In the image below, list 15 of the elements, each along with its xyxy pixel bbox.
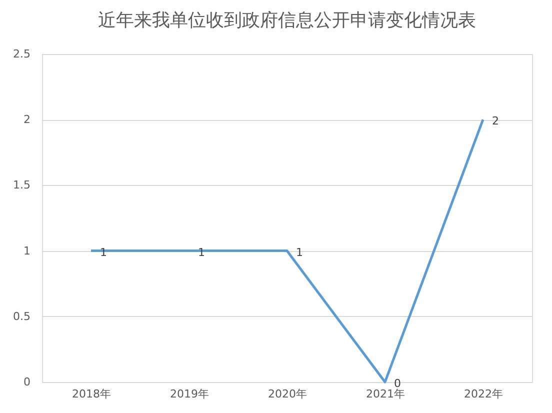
x-tick-label: 2022年	[464, 388, 503, 400]
data-label: 1	[296, 246, 303, 259]
chart-title: 近年来我单位收到政府信息公开申请变化情况表	[98, 10, 476, 31]
y-tick-label: 0	[24, 376, 30, 388]
x-tick-label: 2021年	[366, 388, 405, 400]
y-tick-label: 1	[24, 244, 30, 258]
data-label: 0	[394, 377, 401, 390]
y-tick-label: 1.5	[13, 178, 30, 192]
y-tick-label: 2	[24, 113, 30, 126]
data-label: 2	[492, 114, 499, 128]
y-tick-label: 2.5	[13, 48, 30, 60]
x-tick-label: 2020年	[268, 388, 307, 400]
y-tick-label: 0.5	[13, 310, 30, 323]
x-tick-label: 2019年	[170, 388, 209, 400]
x-tick-label: 2018年	[72, 388, 111, 400]
